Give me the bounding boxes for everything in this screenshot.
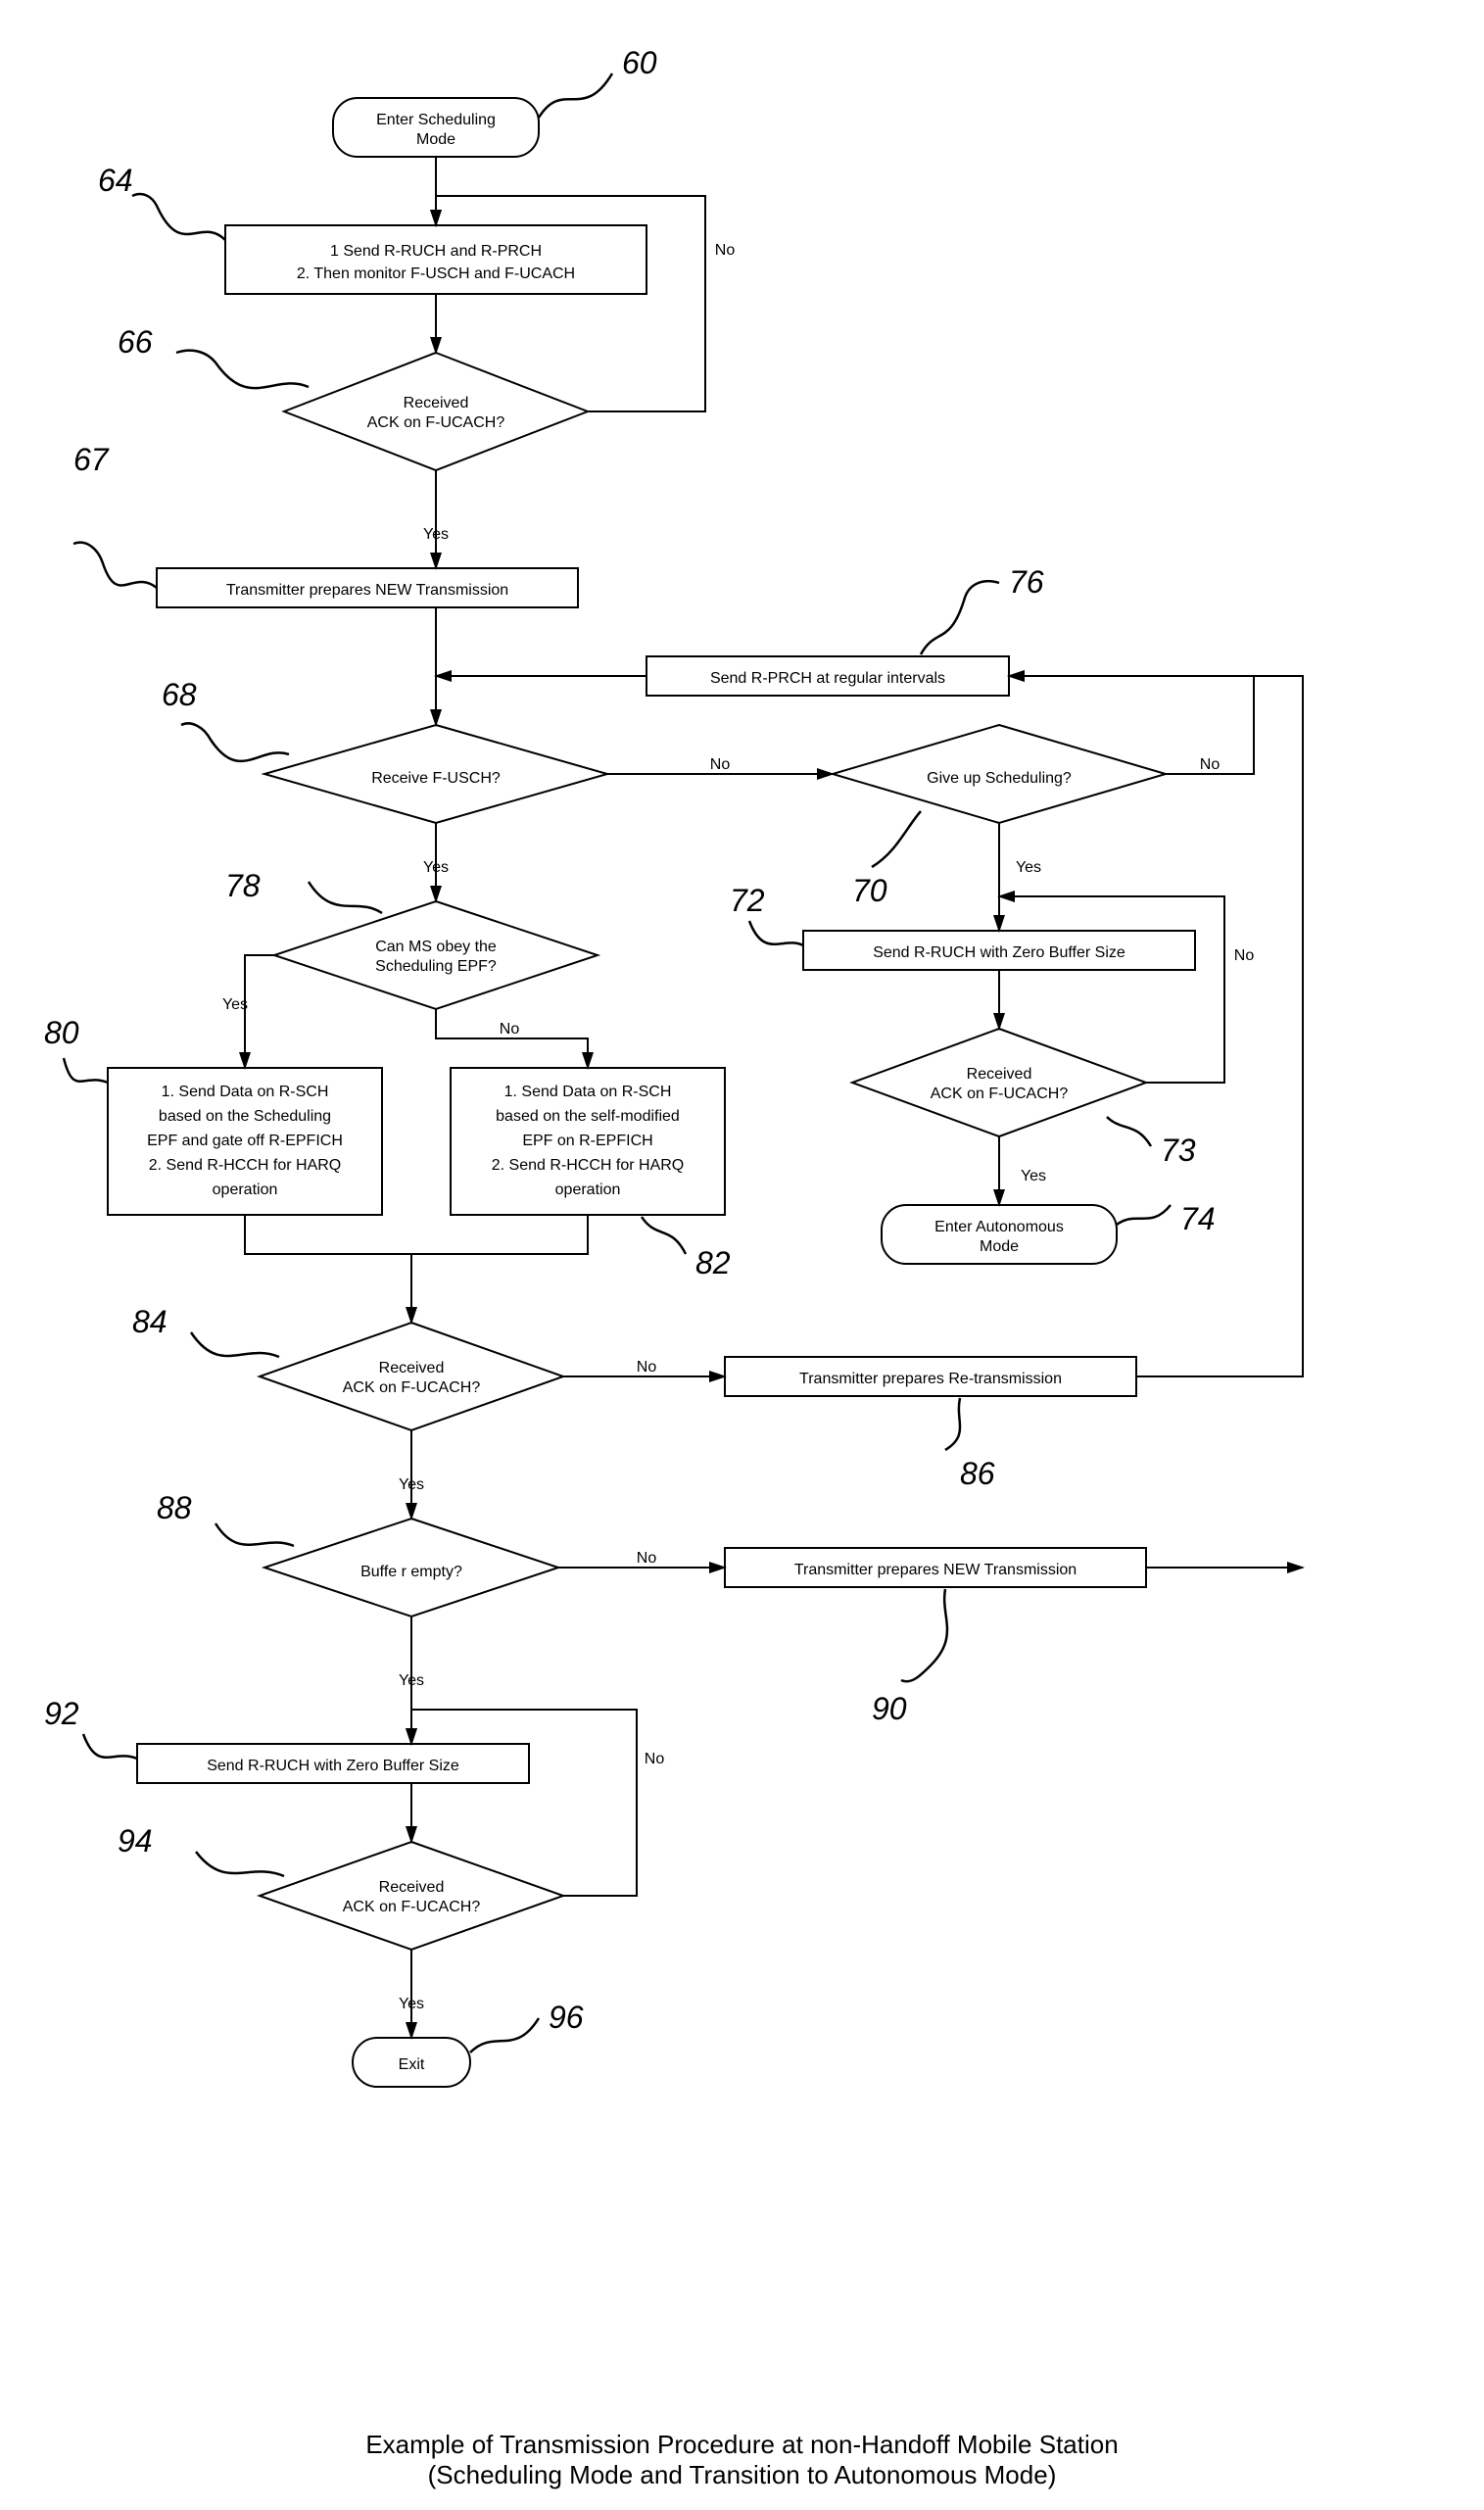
- ref-squiggle: [73, 543, 157, 588]
- node-text: operation: [555, 1182, 621, 1198]
- ref-label: 60: [622, 45, 657, 80]
- ref-label: 66: [118, 324, 153, 360]
- edge-label: No: [715, 242, 736, 259]
- ref-squiggle: [749, 921, 803, 945]
- node-text: 2. Send R-HCCH for HARQ: [149, 1157, 342, 1174]
- node-text: Received: [379, 1879, 445, 1896]
- node-text: 1 Send R-RUCH and R-PRCH: [330, 243, 542, 260]
- ref-squiggle: [132, 194, 225, 240]
- node-text: Received: [379, 1360, 445, 1376]
- ref-label: 88: [157, 1490, 192, 1525]
- node-text: Mode: [980, 1238, 1019, 1255]
- edge-label: No: [637, 1550, 657, 1567]
- ref-squiggle: [181, 723, 289, 761]
- node-text: Buffe r empty?: [360, 1564, 462, 1580]
- ref-squiggle: [83, 1734, 137, 1759]
- edge-label: Yes: [399, 1996, 424, 2012]
- ref-label: 90: [872, 1691, 907, 1726]
- ref-squiggle: [1107, 1117, 1151, 1146]
- ref-label: 84: [132, 1304, 168, 1339]
- edge: [245, 1215, 588, 1254]
- node-text: operation: [213, 1182, 278, 1198]
- ref-squiggle: [196, 1852, 284, 1876]
- ref-label: 64: [98, 163, 133, 198]
- node-text: EPF and gate off R-EPFICH: [147, 1133, 343, 1149]
- ref-label: 80: [44, 1015, 79, 1050]
- ref-squiggle: [64, 1058, 108, 1083]
- flowchart: Enter Scheduling Mode 1 Send R-RUCH and …: [20, 20, 1484, 2420]
- caption: Example of Transmission Procedure at non…: [20, 2430, 1464, 2490]
- edge: [436, 1009, 588, 1068]
- ref-label: 68: [162, 677, 197, 712]
- node-text: Receive F-USCH?: [371, 770, 501, 787]
- node-text: 2. Then monitor F-USCH and F-UCACH: [297, 265, 575, 282]
- ref-squiggle: [921, 581, 999, 654]
- node-text: 1. Send Data on R-SCH: [504, 1084, 672, 1100]
- caption-line: (Scheduling Mode and Transition to Auton…: [20, 2460, 1464, 2490]
- ref-squiggle: [215, 1523, 294, 1546]
- edge-label: No: [1234, 947, 1255, 964]
- ref-squiggle: [539, 73, 612, 118]
- ref-label: 74: [1180, 1201, 1216, 1236]
- node-text: Send R-RUCH with Zero Buffer Size: [207, 1758, 459, 1774]
- node-text: EPF on R-EPFICH: [522, 1133, 652, 1149]
- ref-squiggle: [945, 1398, 960, 1450]
- node-text: Received: [404, 395, 469, 411]
- node-text: based on the Scheduling: [159, 1108, 331, 1125]
- edge-label: Yes: [423, 526, 449, 543]
- node-text: 1. Send Data on R-SCH: [162, 1084, 329, 1100]
- edge-label: No: [645, 1751, 665, 1767]
- node-text: Enter Autonomous: [934, 1219, 1064, 1235]
- edge-label: No: [710, 756, 731, 773]
- node-text: Scheduling EPF?: [375, 958, 497, 975]
- edge: [245, 955, 274, 1068]
- edge-label: Yes: [399, 1476, 424, 1493]
- edge-label: No: [1200, 756, 1221, 773]
- ref-squiggle: [901, 1589, 947, 1681]
- ref-label: 76: [1009, 564, 1044, 600]
- ref-label: 82: [695, 1245, 731, 1280]
- ref-label: 96: [549, 2000, 584, 2035]
- node-text: ACK on F-UCACH?: [931, 1086, 1069, 1102]
- ref-squiggle: [470, 2018, 539, 2052]
- ref-squiggle: [1117, 1205, 1171, 1225]
- ref-label: 86: [960, 1456, 995, 1491]
- node-text: ACK on F-UCACH?: [367, 414, 505, 431]
- edge-label: Yes: [399, 1672, 424, 1689]
- node-text: ACK on F-UCACH?: [343, 1379, 481, 1396]
- edge-label: No: [637, 1359, 657, 1376]
- node-text: Send R-PRCH at regular intervals: [710, 670, 945, 687]
- ref-label: 78: [225, 868, 261, 903]
- node-text: Mode: [416, 131, 455, 148]
- caption-line: Example of Transmission Procedure at non…: [20, 2430, 1464, 2460]
- node-text: ACK on F-UCACH?: [343, 1899, 481, 1915]
- edge-label: Yes: [222, 996, 248, 1013]
- ref-label: 70: [852, 873, 887, 908]
- edge-label: No: [500, 1021, 520, 1038]
- node-text: Exit: [399, 2056, 425, 2073]
- ref-squiggle: [176, 351, 309, 388]
- ref-label: 67: [73, 442, 110, 477]
- node-text: Enter Scheduling: [376, 112, 496, 128]
- node-text: Transmitter prepares Re-transmission: [799, 1371, 1062, 1387]
- node-text: Transmitter prepares NEW Transmission: [226, 582, 508, 599]
- edge-label: Yes: [423, 859, 449, 876]
- ref-label: 72: [730, 883, 765, 918]
- node-text: Transmitter prepares NEW Transmission: [794, 1562, 1077, 1578]
- node-text: Can MS obey the: [375, 939, 497, 955]
- ref-squiggle: [872, 811, 921, 867]
- ref-label: 92: [44, 1696, 79, 1731]
- node-text: Give up Scheduling?: [927, 770, 1072, 787]
- node-text: 2. Send R-HCCH for HARQ: [492, 1157, 685, 1174]
- ref-squiggle: [642, 1217, 686, 1254]
- node-text: based on the self-modified: [496, 1108, 680, 1125]
- ref-label: 73: [1161, 1133, 1196, 1168]
- edge-label: Yes: [1021, 1168, 1046, 1184]
- ref-label: 94: [118, 1823, 153, 1858]
- ref-squiggle: [309, 882, 382, 913]
- ref-squiggle: [191, 1332, 279, 1357]
- node-text: Send R-RUCH with Zero Buffer Size: [873, 944, 1125, 961]
- node-text: Received: [967, 1066, 1032, 1083]
- edge-label: Yes: [1016, 859, 1041, 876]
